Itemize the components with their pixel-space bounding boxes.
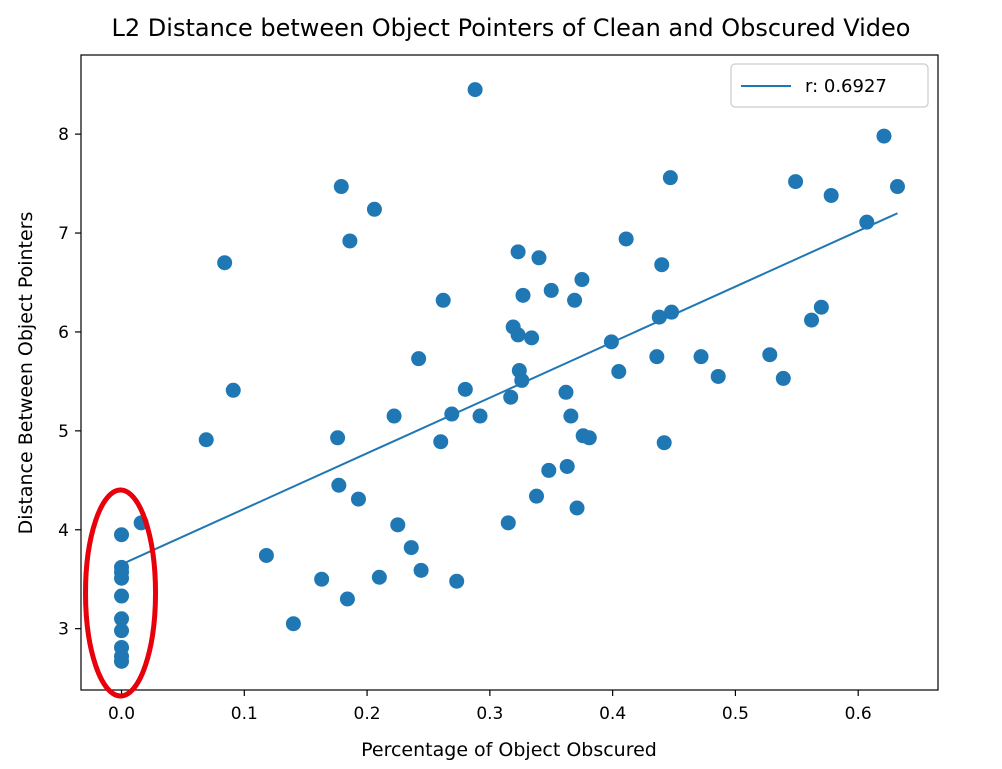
data-point-13 [225,382,241,398]
data-point-45 [524,330,540,346]
data-point-26 [390,517,406,533]
data-point-17 [330,430,346,446]
data-point-14 [258,547,274,563]
data-point-36 [472,408,488,424]
data-point-74 [823,187,839,203]
data-point-40 [510,244,526,260]
data-point-63 [654,257,670,273]
x-axis-label: Percentage of Object Obscured [361,739,657,761]
data-point-66 [664,304,680,320]
data-point-50 [558,384,574,400]
y-tick-label-2: 5 [58,422,69,442]
data-point-21 [342,233,358,249]
data-point-70 [775,370,791,386]
data-point-31 [435,292,451,308]
data-point-51 [559,458,575,474]
data-point-30 [433,434,449,450]
data-point-67 [693,349,709,365]
data-point-57 [581,430,597,446]
y-tick-label-3: 6 [58,323,69,343]
data-point-65 [662,170,678,186]
data-point-22 [350,491,366,507]
data-point-29 [413,562,429,578]
data-point-12 [217,255,233,271]
data-point-35 [467,82,483,98]
data-point-64 [656,435,672,451]
data-point-62 [651,309,667,325]
chart-title: L2 Distance between Object Pointers of C… [112,14,911,42]
data-point-5 [114,611,130,627]
data-point-48 [541,462,557,478]
x-tick-label-5: 0.5 [722,704,749,724]
x-tick-label-2: 0.2 [354,704,381,724]
data-point-41 [510,327,526,343]
data-point-24 [371,569,387,585]
data-point-60 [618,231,634,247]
data-point-59 [611,364,627,380]
x-tick-label-3: 0.3 [476,704,503,724]
data-point-23 [366,201,382,217]
data-point-76 [876,128,892,144]
y-tick-label-1: 4 [58,521,69,541]
data-point-6 [114,623,130,639]
data-point-16 [314,571,330,587]
data-point-11 [198,432,214,448]
y-axis-label: Distance Between Object Pointers [15,212,37,535]
data-point-54 [569,500,585,516]
y-tick-label-4: 7 [58,224,69,244]
data-point-27 [403,540,419,556]
data-point-33 [449,573,465,589]
data-point-61 [649,349,665,365]
data-point-71 [788,174,804,190]
data-point-25 [386,408,402,424]
data-point-49 [543,282,559,298]
data-point-55 [574,272,590,288]
highlight-ellipse [83,487,159,699]
x-tick-label-4: 0.4 [599,704,626,724]
data-point-38 [503,389,519,405]
data-point-47 [531,250,547,266]
data-point-4 [114,588,130,604]
x-tick-label-6: 0.6 [845,704,872,724]
legend-box [730,63,929,108]
data-point-68 [710,368,726,384]
data-point-73 [813,299,829,315]
data-point-3 [114,570,130,586]
data-point-20 [339,591,355,607]
plot-area: 0.0 0.1 0.2 0.3 0.4 0.5 0.6 3 4 5 6 7 8 r: 0.6927 [58,54,939,724]
axes-frame [80,54,939,691]
data-point-15 [285,616,301,632]
x-tick-label-1: 0.1 [231,704,258,724]
data-point-19 [333,179,349,195]
data-point-77 [889,179,905,195]
data-point-69 [762,347,778,363]
data-point-0 [114,527,130,543]
data-point-53 [567,292,583,308]
data-point-46 [529,488,545,504]
legend-entry-label: r: 0.6927 [805,76,887,97]
x-tick-label-0: 0.0 [108,704,135,724]
y-tick-label-0: 3 [58,620,69,640]
data-point-18 [331,477,347,493]
data-point-28 [411,351,427,367]
fit-line [121,212,898,566]
data-point-52 [563,408,579,424]
data-point-37 [500,515,516,531]
data-point-34 [457,381,473,397]
y-tick-label-5: 8 [58,125,69,145]
data-point-44 [515,287,531,303]
data-point-72 [804,312,820,328]
data-point-9 [114,653,130,669]
